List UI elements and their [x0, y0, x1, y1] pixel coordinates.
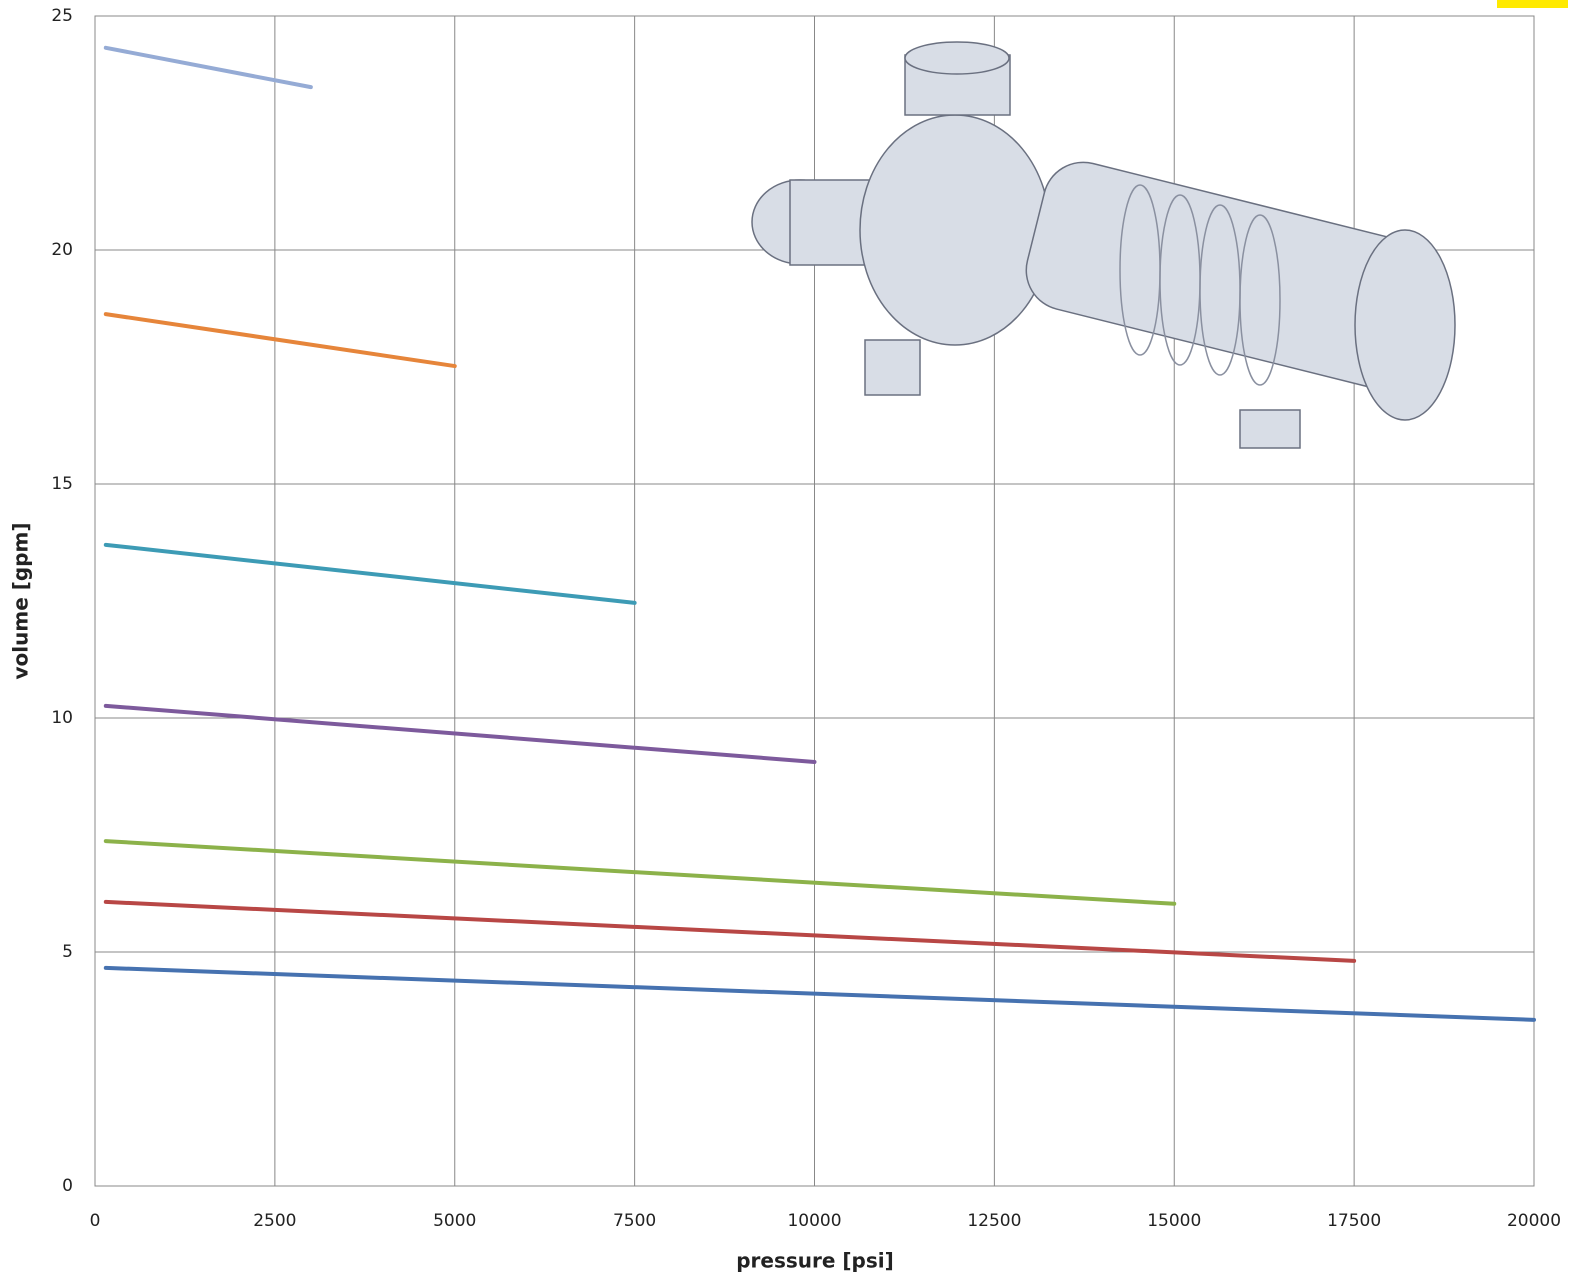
- y-tick-label: 15: [51, 474, 73, 494]
- x-tick-label: 12500: [967, 1211, 1021, 1231]
- corner-marker: [1497, 0, 1568, 8]
- x-tick-label: 17500: [1327, 1211, 1381, 1231]
- y-tick-label: 0: [62, 1176, 73, 1196]
- page: pressure [psi] volume [gpm] 0 5 10 15 20 25 0 2…: [0, 0, 1579, 1287]
- y-tick-label: 10: [51, 708, 73, 728]
- x-tick-label: 0: [90, 1211, 101, 1231]
- y-tick-label: 25: [51, 6, 73, 26]
- y-tick-label: 5: [62, 942, 73, 962]
- pump-illustration: [752, 42, 1455, 448]
- series-line: [106, 841, 1174, 904]
- x-tick-label: 15000: [1147, 1211, 1201, 1231]
- series-line: [106, 706, 815, 762]
- x-axis-title: pressure [psi]: [736, 1249, 894, 1273]
- x-tick-label: 7500: [613, 1211, 656, 1231]
- series-line: [106, 968, 1534, 1020]
- x-tick-label: 2500: [253, 1211, 296, 1231]
- y-axis-title: volume [gpm]: [9, 523, 33, 680]
- x-tick-label: 5000: [433, 1211, 476, 1231]
- x-tick-label: 10000: [787, 1211, 841, 1231]
- y-tick-label: 20: [51, 240, 73, 260]
- chart: pressure [psi] volume [gpm] 0 5 10 15 20 25 0 2…: [0, 0, 1579, 1287]
- series-line: [106, 48, 311, 87]
- x-tick-label: 20000: [1507, 1211, 1561, 1231]
- series-line: [106, 314, 455, 366]
- series-line: [106, 545, 635, 603]
